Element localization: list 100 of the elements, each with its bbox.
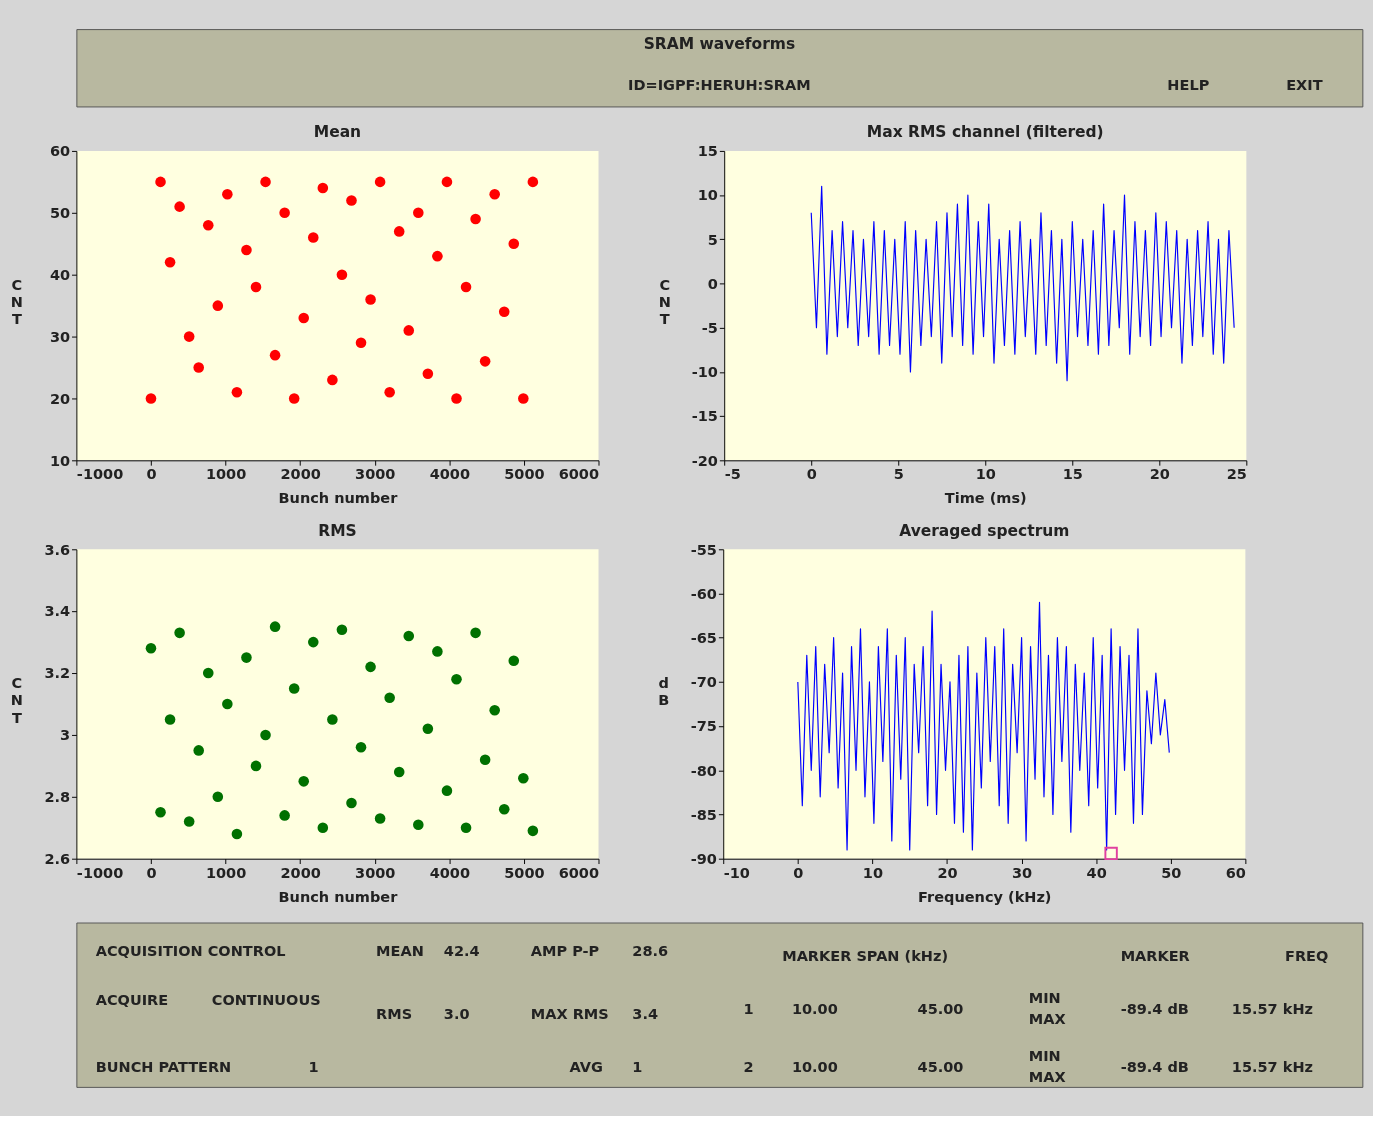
y-tick-label: 3.2	[44, 665, 71, 682]
y-tick-label: -5	[701, 320, 718, 337]
y-tick-label: -65	[690, 630, 717, 647]
x-tick-label: 2000	[280, 466, 321, 483]
text: MAX RMS	[530, 1006, 609, 1023]
y-tick-label: 60	[49, 143, 71, 160]
x-tick-label: 20	[937, 864, 958, 881]
y-tick-label: 15	[697, 143, 718, 160]
y-tick-label: -60	[690, 585, 717, 602]
x-tick-label: 1000	[205, 864, 247, 881]
text: AMP P-P	[530, 943, 600, 960]
y-tick-label: -90	[690, 851, 717, 868]
text: MIN	[1028, 989, 1061, 1006]
y-tick-label: -55	[690, 541, 717, 558]
y-tick-label: -10	[691, 364, 718, 381]
x-tick-label: 5	[893, 466, 904, 483]
x-tick-label: 6000	[558, 864, 599, 881]
x-tick-label: 10	[975, 466, 996, 483]
x-tick-label: 50	[1161, 864, 1182, 881]
x-tick-label: -10	[723, 864, 750, 881]
x-tick-label: -1000	[76, 466, 124, 483]
text: -89.4 dB	[1120, 1001, 1189, 1018]
text: 15.57 kHz	[1231, 1059, 1313, 1076]
text: ID=IGPF:HERUH:SRAM	[628, 77, 811, 94]
x-tick-label: 20	[1149, 466, 1170, 483]
y-tick-label: 3.4	[44, 603, 71, 620]
y-axis-title: CNT	[10, 276, 23, 328]
y-tick-label: -20	[691, 452, 718, 469]
text: ACQUISITION CONTROL	[95, 943, 286, 960]
y-tick-label: 20	[49, 390, 71, 407]
x-tick-label: 15	[1062, 466, 1083, 483]
text: 3.0	[443, 1006, 470, 1023]
text: HELP	[1167, 77, 1210, 94]
y-tick-label: 30	[49, 328, 71, 345]
x-axis-title: Bunch number	[278, 490, 399, 507]
y-tick-label: 2.8	[44, 789, 71, 806]
chart-title: RMS	[318, 521, 357, 540]
x-tick-label: -5	[724, 466, 741, 483]
text: 1	[632, 1059, 643, 1076]
x-tick-label: 6000	[558, 466, 599, 483]
x-tick-label: 40	[1086, 864, 1107, 881]
text: MAX	[1028, 1011, 1066, 1028]
text: EXIT	[1286, 77, 1323, 94]
text: FREQ	[1285, 948, 1329, 965]
text: 2	[743, 1059, 754, 1076]
text: SRAM waveforms	[643, 35, 796, 54]
text: MAX	[1028, 1069, 1066, 1086]
y-axis-title: CNT	[10, 675, 23, 726]
text: 45.00	[917, 1001, 964, 1018]
y-tick-label: 0	[707, 275, 718, 292]
x-tick-label: 0	[806, 466, 817, 483]
text: CONTINUOUS	[211, 991, 321, 1008]
x-tick-label: 3000	[355, 466, 396, 483]
y-tick-label: 50	[49, 205, 71, 222]
chart-title: Max RMS channel (filtered)	[866, 123, 1104, 142]
line-series	[810, 185, 1235, 382]
x-tick-label: 4000	[429, 466, 470, 483]
text: 42.4	[443, 943, 480, 960]
x-tick-label: 25	[1226, 466, 1247, 483]
text: MARKER SPAN (kHz)	[782, 948, 949, 965]
y-tick-label: 3.6	[44, 541, 71, 558]
x-tick-label: 3000	[355, 864, 396, 881]
text: -89.4 dB	[1120, 1059, 1189, 1076]
y-tick-label: 5	[707, 231, 718, 248]
text: MARKER	[1120, 948, 1190, 965]
text: MIN	[1028, 1047, 1061, 1064]
text: 1	[743, 1001, 754, 1018]
y-tick-label: 10	[697, 187, 718, 204]
chart-title: Mean	[313, 123, 362, 142]
text: ACQUIRE	[95, 991, 169, 1008]
x-tick-label: -1000	[76, 864, 124, 881]
y-tick-label: 2.6	[44, 851, 71, 868]
text: 45.00	[917, 1059, 964, 1076]
x-axis-title: Frequency (kHz)	[918, 888, 1052, 905]
y-tick-label: -70	[690, 674, 717, 691]
x-tick-label: 0	[146, 466, 157, 483]
x-tick-label: 60	[1225, 864, 1246, 881]
x-tick-label: 5000	[504, 466, 545, 483]
x-tick-label: 5000	[504, 864, 545, 881]
x-tick-label: 30	[1011, 864, 1033, 881]
y-tick-label: 40	[49, 267, 71, 284]
x-tick-label: 1000	[205, 466, 247, 483]
text: 10.00	[791, 1001, 838, 1018]
y-tick-label: 10	[49, 452, 71, 469]
text: AVG	[569, 1059, 603, 1076]
x-tick-label: 0	[146, 864, 157, 881]
text: 28.6	[632, 943, 669, 960]
text: 3.4	[632, 1006, 659, 1023]
text: 1	[308, 1059, 319, 1076]
text: BUNCH PATTERN	[95, 1059, 232, 1076]
y-tick-label: -15	[691, 408, 718, 425]
text: 15.57 kHz	[1231, 1001, 1313, 1018]
x-tick-label: 4000	[429, 864, 470, 881]
x-axis-title: Bunch number	[278, 888, 399, 905]
x-tick-label: 2000	[280, 864, 321, 881]
text: 10.00	[791, 1059, 838, 1076]
y-tick-label: -85	[690, 806, 717, 823]
y-tick-label: -75	[690, 718, 717, 735]
chart-title: Averaged spectrum	[899, 521, 1070, 540]
y-tick-label: 3	[60, 727, 71, 744]
